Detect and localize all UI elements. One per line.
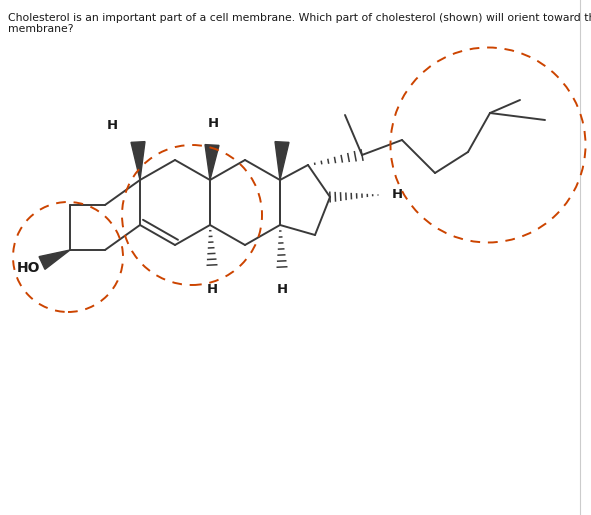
Text: H: H (206, 283, 217, 296)
Polygon shape (39, 250, 70, 269)
Text: membrane?: membrane? (8, 24, 73, 34)
Polygon shape (205, 145, 219, 180)
Polygon shape (275, 142, 289, 180)
Text: HO: HO (17, 261, 40, 275)
Text: H: H (392, 188, 403, 201)
Polygon shape (131, 142, 145, 180)
Text: Cholesterol is an important part of a cell membrane. Which part of cholesterol (: Cholesterol is an important part of a ce… (8, 13, 591, 23)
Text: H: H (277, 283, 288, 296)
Text: H: H (207, 117, 219, 130)
Text: H: H (106, 119, 118, 132)
